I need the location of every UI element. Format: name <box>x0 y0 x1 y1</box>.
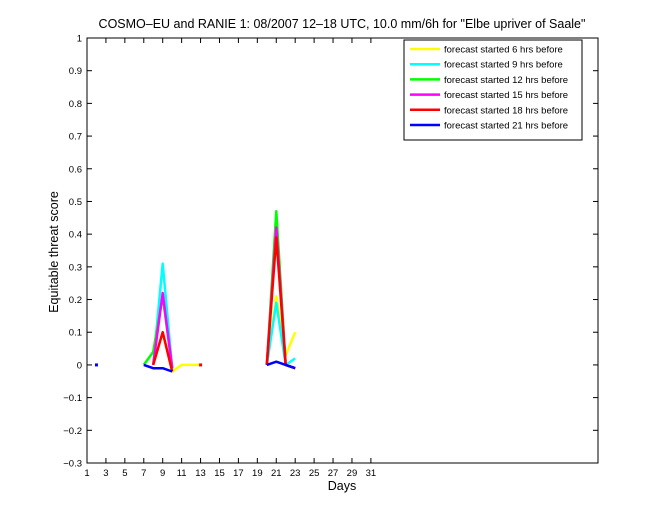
legend-label: forecast started 12 hrs before <box>444 75 568 86</box>
y-tick-label: 0.5 <box>69 197 82 208</box>
y-axis: −0.3 −0.2 −0.1 0 0.1 0.2 0.3 0.4 0.5 0.6 0.7 0.8 0.9… <box>63 34 598 470</box>
x-axis: 1 3 5 7 9 11 13 15 17 19 21 23 25 27 29 31 <box>84 38 376 479</box>
y-tick-label: −0.3 <box>63 459 82 470</box>
legend-label: forecast started 6 hrs before <box>444 45 563 56</box>
series-5 <box>143 360 296 373</box>
x-tick-label: 29 <box>347 468 358 479</box>
y-tick-label: −0.2 <box>63 426 82 437</box>
x-axis-label: Days <box>328 479 356 493</box>
x-tick-label: 25 <box>309 468 320 479</box>
chart-title: COSMO–EU and RANIE 1: 08/2007 12–18 UTC,… <box>99 17 586 31</box>
series-line <box>151 330 174 372</box>
y-tick-label: 1 <box>77 34 82 45</box>
marker-layer <box>94 363 203 367</box>
y-tick-label: 0.3 <box>69 262 82 273</box>
y-tick-label: −0.1 <box>63 393 82 404</box>
y-tick-label: 0.9 <box>69 66 82 77</box>
x-tick-label: 13 <box>195 468 206 479</box>
x-tick-label: 27 <box>328 468 339 479</box>
x-tick-label: 23 <box>290 468 301 479</box>
x-tick-label: 21 <box>271 468 282 479</box>
legend-box <box>403 39 583 141</box>
legend-label: forecast started 9 hrs before <box>444 60 563 71</box>
x-tick-label: 11 <box>177 468 187 479</box>
y-tick-label: 0.8 <box>69 99 82 110</box>
series-line <box>266 360 296 370</box>
x-tick-label: 9 <box>160 468 165 479</box>
legend-label: forecast started 15 hrs before <box>444 90 568 101</box>
data-point <box>94 363 98 367</box>
y-tick-label: 0.2 <box>69 295 82 306</box>
data-point <box>199 363 203 367</box>
y-tick-label: 0.1 <box>69 328 82 339</box>
y-tick-label: 0.7 <box>69 132 82 143</box>
y-axis-label: Equitable threat score <box>47 191 61 313</box>
series-line <box>143 363 173 373</box>
series-line <box>265 301 296 367</box>
legend-label: forecast started 18 hrs before <box>444 105 568 116</box>
legend-label: forecast started 21 hrs before <box>444 121 568 132</box>
series-layer <box>142 210 297 373</box>
x-tick-label: 1 <box>84 468 89 479</box>
x-tick-label: 17 <box>233 468 244 479</box>
y-tick-label: 0.6 <box>69 164 82 175</box>
x-tick-label: 7 <box>141 468 146 479</box>
y-tick-label: 0.4 <box>69 230 82 241</box>
y-tick-label: 0 <box>77 360 82 371</box>
x-tick-label: 15 <box>214 468 225 479</box>
x-tick-label: 19 <box>252 468 263 479</box>
x-tick-label: 5 <box>122 468 127 479</box>
series-line <box>151 291 174 369</box>
x-tick-label: 31 <box>366 468 377 479</box>
x-tick-label: 3 <box>103 468 108 479</box>
legend: forecast started 6 hrs before forecast st… <box>403 39 583 141</box>
